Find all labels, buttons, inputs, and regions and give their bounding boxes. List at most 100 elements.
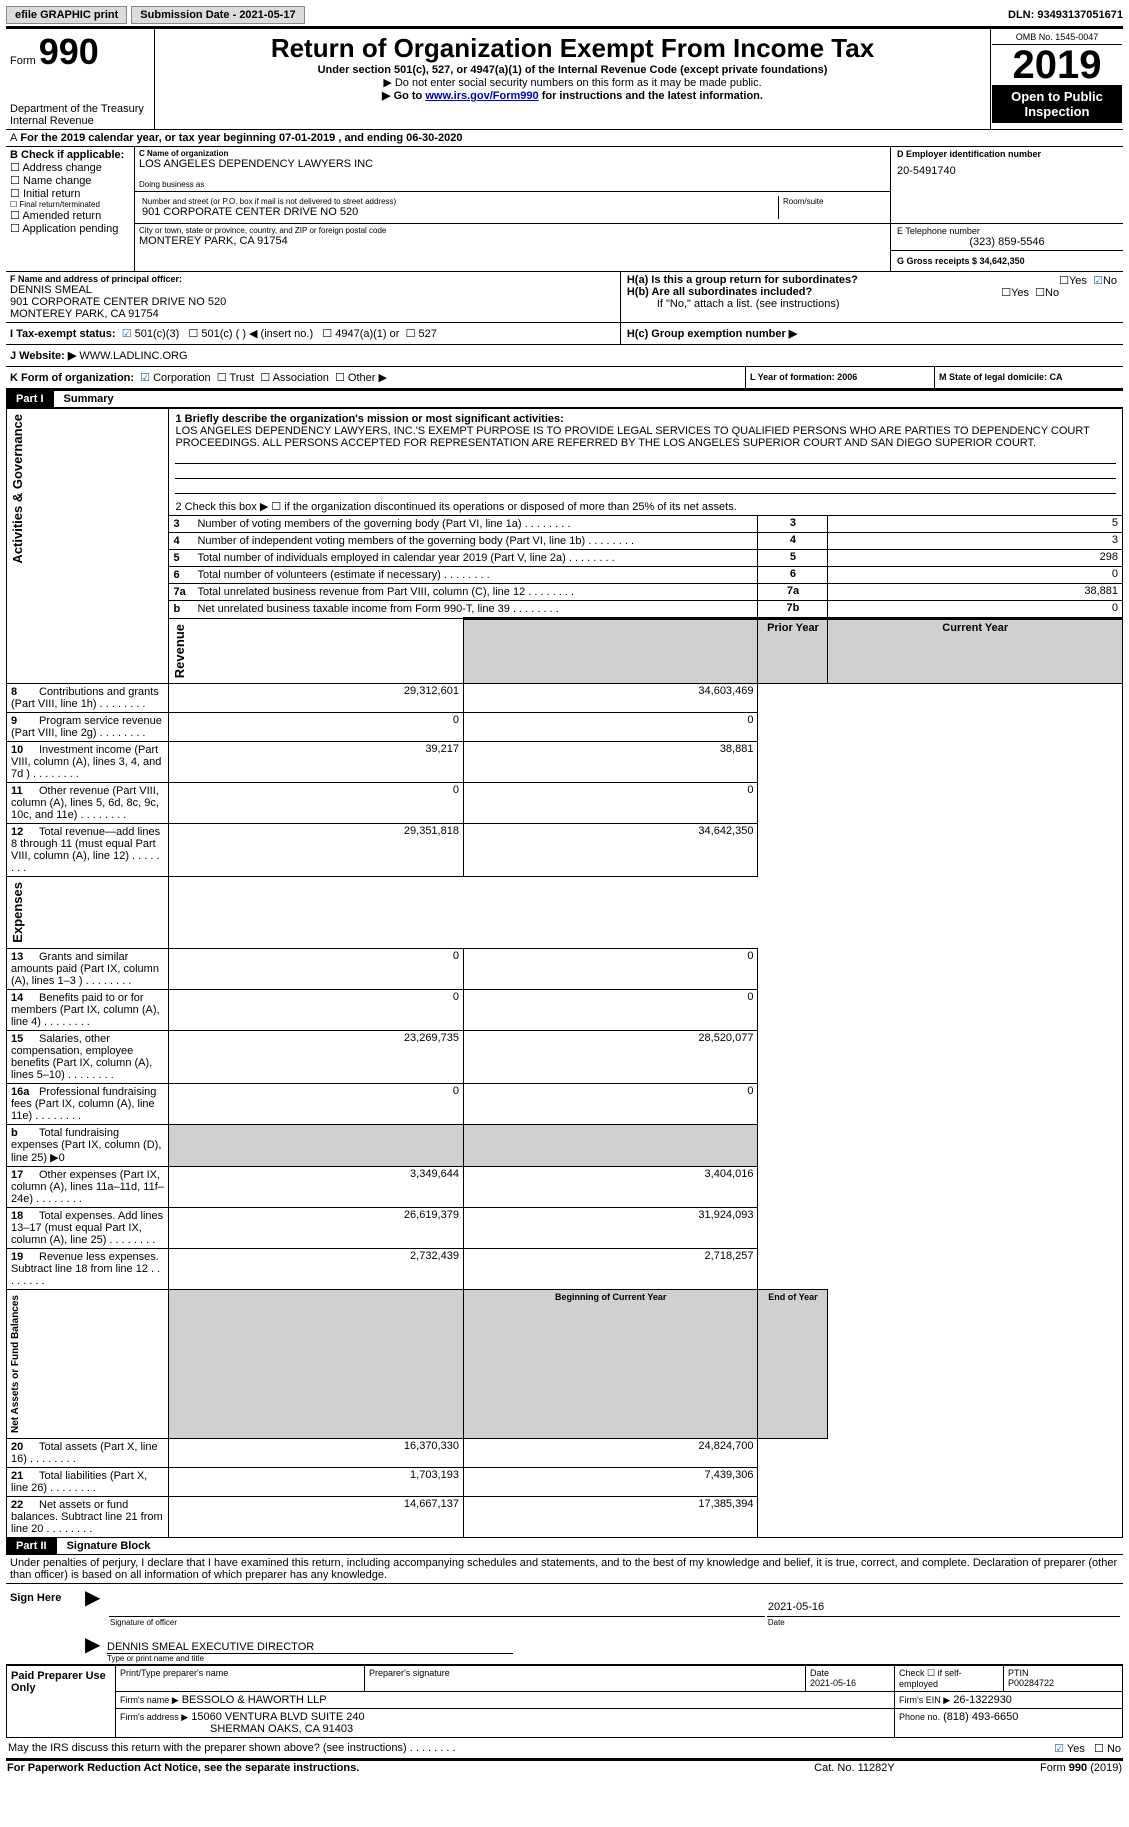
entity-block: B Check if applicable: Address change Na… [6, 147, 1123, 271]
sig-date-label: Date [767, 1616, 1120, 1628]
table-row-prior: 0 [169, 989, 464, 1030]
discuss-yes[interactable] [1054, 1742, 1064, 1755]
k-label: K Form of organization: [10, 372, 134, 384]
prep-date: 2021-05-16 [810, 1678, 856, 1688]
room-label: Room/suite [783, 197, 883, 206]
line-a: A For the 2019 calendar year, or tax yea… [6, 130, 1123, 146]
k-corp[interactable] [140, 371, 150, 384]
k-other[interactable] [335, 371, 345, 384]
top-bar: efile GRAPHIC print Submission Date - 20… [6, 6, 1123, 24]
i-501c[interactable] [188, 327, 198, 340]
gov-row-key: 4 [758, 533, 828, 550]
gov-row-key: 7b [758, 601, 828, 619]
discuss-question: May the IRS discuss this return with the… [8, 1742, 407, 1754]
table-row-label: 20Total assets (Part X, line 16) [7, 1438, 169, 1467]
e-label: E Telephone number [897, 226, 1117, 236]
i-4947[interactable] [322, 327, 332, 340]
table-row-current: 0 [463, 713, 758, 742]
prep-name-label: Print/Type preparer's name [116, 1665, 365, 1691]
table-row-current: 17,385,394 [463, 1496, 758, 1537]
sign-arrow-icon: ▶ [84, 1584, 106, 1631]
f-label: F Name and address of principal officer: [10, 274, 616, 284]
part1-name: Summary [54, 391, 1123, 408]
gov-row-val: 0 [828, 601, 1123, 619]
table-row-label: 18Total expenses. Add lines 13–17 (must … [7, 1207, 169, 1248]
b-label: B Check if applicable: [10, 149, 130, 161]
table-row-current: 34,642,350 [463, 824, 758, 877]
discuss-no[interactable] [1094, 1742, 1104, 1755]
table-row-label: 11Other revenue (Part VIII, column (A), … [7, 783, 169, 824]
irs-link[interactable]: www.irs.gov/Form990 [425, 90, 538, 102]
footer-left: For Paperwork Reduction Act Notice, see … [6, 1761, 766, 1775]
hb-no[interactable] [1035, 286, 1045, 299]
table-row-current: 7,439,306 [463, 1467, 758, 1496]
k-assoc[interactable] [260, 371, 270, 384]
form-title: Return of Organization Exempt From Incom… [159, 33, 986, 64]
check-amended[interactable] [10, 209, 20, 222]
firm-ein: 26-1322930 [953, 1694, 1012, 1706]
vtab-governance: Activities & Governance [8, 410, 27, 568]
mission-text: LOS ANGELES DEPENDENCY LAWYERS, INC.'S E… [175, 425, 1116, 449]
table-row-label: 10Investment income (Part VIII, column (… [7, 742, 169, 783]
addr-label: Number and street (or P.O. box if mail i… [142, 197, 775, 206]
k-trust[interactable] [217, 371, 227, 384]
ha-label: H(a) Is this a group return for subordin… [627, 274, 858, 286]
officer-name: DENNIS SMEAL [10, 284, 616, 296]
gov-row-val: 5 [828, 516, 1123, 533]
officer-printed-name: DENNIS SMEAL EXECUTIVE DIRECTOR [107, 1641, 1122, 1653]
table-row-current: 0 [463, 989, 758, 1030]
table-row-label: 13Grants and similar amounts paid (Part … [7, 948, 169, 989]
firm-name: BESSOLO & HAWORTH LLP [182, 1694, 327, 1706]
dept-line1: Department of the Treasury [10, 103, 150, 115]
sign-arrow-icon-2: ▶ [84, 1631, 106, 1664]
table-row-current: 0 [463, 1083, 758, 1124]
vtab-net-assets: Net Assets or Fund Balances [8, 1291, 23, 1437]
table-row-label: 15Salaries, other compensation, employee… [7, 1030, 169, 1083]
check-name-change[interactable] [10, 174, 20, 187]
table-row-prior: 1,703,193 [169, 1467, 464, 1496]
org-address: 901 CORPORATE CENTER DRIVE NO 520 [142, 206, 775, 218]
city-label: City or town, state or province, country… [139, 226, 886, 235]
ha-yes[interactable] [1059, 274, 1069, 287]
line-a-text: For the 2019 calendar year, or tax year … [20, 132, 462, 144]
sign-here: Sign Here [6, 1584, 84, 1664]
table-row-current: 28,520,077 [463, 1030, 758, 1083]
part2-label: Part II [6, 1538, 57, 1555]
table-row-prior: 0 [169, 948, 464, 989]
check-address-change[interactable] [10, 161, 20, 174]
opt-amended: Amended return [22, 210, 101, 222]
dba-label: Doing business as [139, 180, 886, 189]
i-527[interactable] [406, 327, 416, 340]
table-row-prior: 0 [169, 1083, 464, 1124]
opt-app-pending: Application pending [22, 223, 118, 235]
tax-year: 2019 [992, 45, 1122, 85]
firm-addr2: SHERMAN OAKS, CA 91403 [210, 1723, 353, 1735]
table-row-current: 34,603,469 [463, 684, 758, 713]
gov-row-val: 38,881 [828, 584, 1123, 601]
phone-value: (323) 859-5546 [897, 236, 1117, 248]
table-row-label: 21Total liabilities (Part X, line 26) [7, 1467, 169, 1496]
hb-yes[interactable] [1001, 286, 1011, 299]
submission-date-button[interactable]: Submission Date - 2021-05-17 [131, 6, 304, 24]
table-row-current: 0 [463, 948, 758, 989]
table-row-current: 24,824,700 [463, 1438, 758, 1467]
check-app-pending[interactable] [10, 222, 20, 235]
check-final-return[interactable] [10, 200, 17, 209]
d-label: D Employer identification number [897, 149, 1117, 159]
efile-button[interactable]: efile GRAPHIC print [6, 6, 127, 24]
table-row-current: 31,924,093 [463, 1207, 758, 1248]
table-row-label: 9Program service revenue (Part VIII, lin… [7, 713, 169, 742]
check-initial-return[interactable] [10, 187, 20, 200]
header-block: Form 990 Department of the Treasury Inte… [6, 29, 1123, 129]
ha-no[interactable] [1093, 274, 1103, 287]
table-row-prior [169, 1124, 464, 1166]
table-row-prior: 0 [169, 783, 464, 824]
firm-phone: (818) 493-6650 [943, 1711, 1018, 1723]
gov-row-label: 7aTotal unrelated business revenue from … [169, 584, 758, 601]
gov-row-label: 4Number of independent voting members of… [169, 533, 758, 550]
table-row-prior: 29,312,601 [169, 684, 464, 713]
prep-sig-label: Preparer's signature [365, 1665, 806, 1691]
vtab-revenue: Revenue [170, 620, 189, 682]
j-label: J Website: ▶ [10, 350, 76, 362]
i-501c3[interactable] [122, 327, 132, 340]
